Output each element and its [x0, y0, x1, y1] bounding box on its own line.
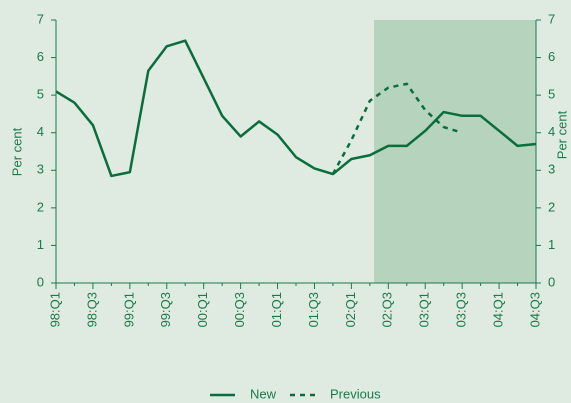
y2-tick-label: 7: [548, 11, 555, 26]
y2-tick-label: 4: [548, 124, 555, 139]
y2-tick-label: 1: [548, 237, 555, 252]
x-tick-label: 00:Q3: [232, 292, 247, 327]
x-tick-label: 02:Q3: [380, 292, 395, 327]
y-tick-label: 0: [37, 274, 44, 289]
y-tick-label: 5: [37, 87, 44, 102]
y-axis-label: Per cent: [9, 127, 24, 176]
series-line: [331, 82, 463, 175]
y-tick-label: 2: [37, 199, 44, 214]
y-tick-label: 1: [37, 237, 44, 252]
x-tick-label: 03:Q3: [454, 292, 469, 327]
x-tick-label: 03:Q1: [417, 292, 432, 327]
x-tick-label: 99:Q1: [121, 292, 136, 327]
x-tick-label: 98:Q1: [47, 292, 62, 327]
y-tick-label: 3: [37, 162, 44, 177]
x-tick-label: 00:Q1: [195, 292, 210, 327]
y-tick-label: 4: [37, 124, 44, 139]
x-tick-label: 04:Q1: [491, 292, 506, 327]
y2-axis-label: Per cent: [554, 110, 569, 159]
x-tick-label: 04:Q3: [527, 292, 542, 327]
y2-tick-label: 2: [548, 199, 555, 214]
y2-tick-label: 0: [548, 274, 555, 289]
legend-label: New: [250, 386, 277, 401]
forecast-shade: [374, 20, 536, 283]
x-tick-label: 02:Q1: [343, 292, 358, 327]
y2-tick-label: 6: [548, 49, 555, 64]
x-tick-label: 99:Q3: [158, 292, 173, 327]
x-tick-label: 01:Q1: [269, 292, 284, 327]
y-tick-label: 7: [37, 11, 44, 26]
legend-label: Previous: [330, 386, 381, 401]
x-tick-label: 98:Q3: [84, 292, 99, 327]
series-line: [55, 39, 537, 178]
x-tick-label: 01:Q3: [306, 292, 321, 327]
y2-tick-label: 5: [548, 87, 555, 102]
y-tick-label: 6: [37, 49, 44, 64]
y2-tick-label: 3: [548, 162, 555, 177]
